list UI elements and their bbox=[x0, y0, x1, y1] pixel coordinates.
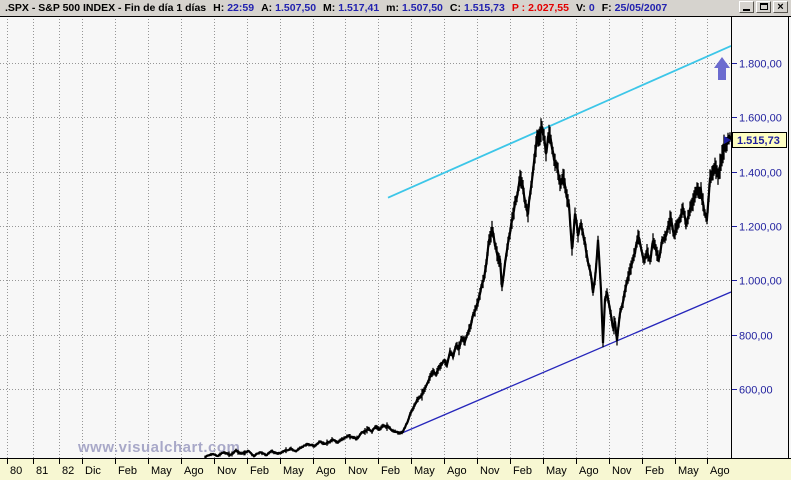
svg-text:Dic: Dic bbox=[85, 465, 101, 477]
current-price-tag: 1.515,73 bbox=[724, 132, 787, 148]
plot-borders bbox=[0, 16, 791, 459]
stat-label: M: bbox=[323, 2, 336, 14]
stat-value: 1.507,50 bbox=[275, 2, 317, 14]
stat-value: 22:59 bbox=[227, 2, 255, 14]
svg-text:Ago: Ago bbox=[184, 465, 204, 477]
svg-text:Ago: Ago bbox=[710, 465, 730, 477]
stat-label: C: bbox=[449, 2, 461, 14]
gridlines bbox=[0, 16, 731, 458]
svg-text:May: May bbox=[151, 465, 172, 477]
svg-text:Feb: Feb bbox=[513, 465, 532, 477]
svg-text:1.200,00: 1.200,00 bbox=[739, 222, 782, 234]
svg-text:81: 81 bbox=[36, 465, 48, 477]
svg-text:Feb: Feb bbox=[118, 465, 137, 477]
window-controls: × bbox=[739, 1, 788, 13]
svg-text:Ago: Ago bbox=[579, 465, 599, 477]
chart-plot-area[interactable] bbox=[0, 16, 731, 458]
maximize-icon bbox=[759, 3, 768, 10]
stat-label: V: bbox=[575, 2, 586, 14]
quote-stats: H: 22:59 A: 1.507,50 M: 1.517,41 m: 1.507,50 C: 1… bbox=[206, 2, 667, 14]
svg-text:80: 80 bbox=[10, 465, 22, 477]
stat-label: F: bbox=[601, 2, 612, 14]
svg-text:82: 82 bbox=[62, 465, 74, 477]
stat-label: H: bbox=[213, 2, 225, 14]
close-icon: × bbox=[777, 1, 784, 13]
svg-text:May: May bbox=[678, 465, 699, 477]
stat-label: P : bbox=[511, 2, 526, 14]
stat-value: 25/05/2007 bbox=[614, 2, 668, 14]
stat-value: 1.517,41 bbox=[338, 2, 380, 14]
stat-label: A: bbox=[261, 2, 273, 14]
upper-channel-trendline[interactable] bbox=[387, 45, 732, 199]
svg-text:Nov: Nov bbox=[612, 465, 632, 477]
time-axis[interactable]: 80 81 82 Dic Feb May Ago Nov Feb May Ago Nov Feb May A… bbox=[7, 459, 730, 477]
svg-text:Nov: Nov bbox=[348, 465, 368, 477]
lower-support-trendline[interactable] bbox=[401, 291, 732, 434]
chart-titlebar[interactable]: .SPX - S&P 500 INDEX - Fin de día 1 días… bbox=[0, 0, 791, 16]
stat-value: 2.027,55 bbox=[528, 2, 569, 14]
instrument-title: .SPX - S&P 500 INDEX - Fin de día 1 días bbox=[5, 2, 207, 14]
stat-value: 0 bbox=[588, 2, 595, 14]
svg-text:1.000,00: 1.000,00 bbox=[739, 276, 782, 288]
maximize-button[interactable] bbox=[756, 1, 771, 13]
up-arrow-annotation[interactable] bbox=[714, 57, 730, 81]
stat-value: 1.507,50 bbox=[402, 2, 443, 14]
svg-text:Feb: Feb bbox=[645, 465, 664, 477]
price-marker-icon bbox=[724, 136, 731, 144]
svg-text:May: May bbox=[283, 465, 304, 477]
stat-value: 1.515,73 bbox=[463, 2, 505, 14]
watermark: www.visualchart.com bbox=[77, 439, 240, 456]
price-axis[interactable]: 1.800,00 1.600,00 1.400,00 1.200,00 1.000,00… bbox=[732, 59, 782, 397]
svg-text:800,00: 800,00 bbox=[739, 331, 773, 343]
stat-label: m: bbox=[386, 2, 400, 14]
svg-text:May: May bbox=[414, 465, 435, 477]
svg-text:1.515,73: 1.515,73 bbox=[737, 135, 780, 147]
svg-text:Feb: Feb bbox=[381, 465, 400, 477]
minimize-icon bbox=[743, 9, 750, 11]
price-series bbox=[204, 118, 732, 458]
svg-text:Feb: Feb bbox=[250, 465, 269, 477]
svg-text:Ago: Ago bbox=[447, 465, 467, 477]
svg-text:Nov: Nov bbox=[217, 465, 237, 477]
svg-text:Ago: Ago bbox=[316, 465, 336, 477]
svg-text:600,00: 600,00 bbox=[739, 385, 773, 397]
minimize-button[interactable] bbox=[739, 1, 754, 13]
time-axis-strip bbox=[0, 459, 791, 480]
svg-text:1.600,00: 1.600,00 bbox=[739, 113, 782, 125]
svg-text:1.800,00: 1.800,00 bbox=[739, 59, 782, 71]
svg-text:May: May bbox=[546, 465, 567, 477]
close-button[interactable]: × bbox=[773, 1, 788, 13]
svg-text:Nov: Nov bbox=[480, 465, 500, 477]
svg-text:1.400,00: 1.400,00 bbox=[739, 168, 782, 180]
